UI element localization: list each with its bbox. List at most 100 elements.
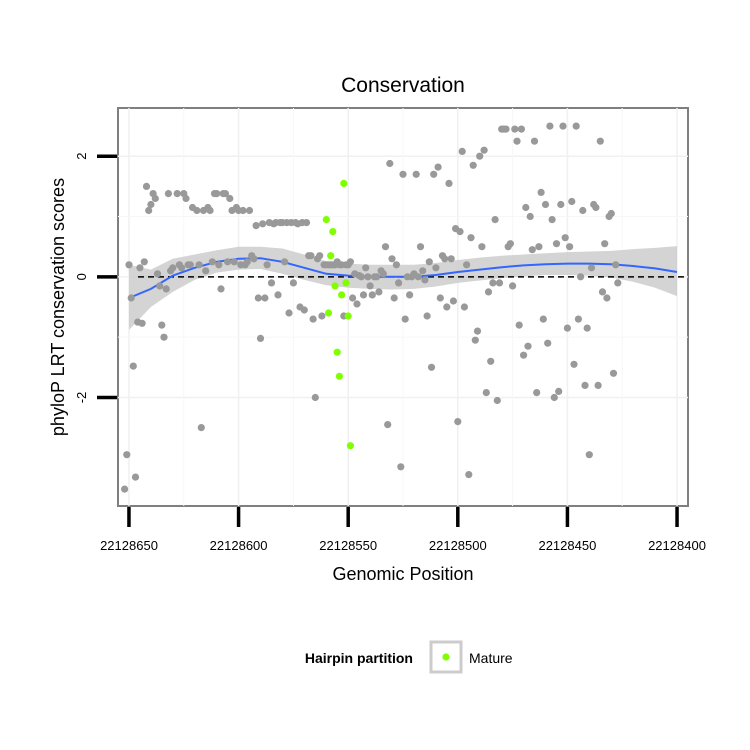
y-axis-label: phyloP LRT conservation scores <box>48 178 68 436</box>
point-other-223 <box>614 279 622 287</box>
point-mature-4 <box>331 282 339 290</box>
point-other-196 <box>555 387 563 395</box>
grid-lines <box>118 108 688 506</box>
point-other-73 <box>285 309 293 317</box>
point-other-147 <box>447 255 455 263</box>
point-other-213 <box>592 203 600 212</box>
point-other-101 <box>346 258 354 266</box>
x-tick-label-1: 22128600 <box>210 538 268 553</box>
point-other-45 <box>224 258 232 266</box>
point-other-57 <box>250 255 258 263</box>
point-other-135 <box>421 276 429 284</box>
point-other-142 <box>436 294 444 302</box>
point-other-110 <box>366 282 374 290</box>
point-other-138 <box>427 363 436 371</box>
point-other-102 <box>349 294 357 302</box>
point-other-144 <box>441 255 449 263</box>
point-other-85 <box>311 393 319 402</box>
point-other-157 <box>469 161 477 169</box>
point-other-185 <box>530 137 539 145</box>
point-other-123 <box>395 279 403 287</box>
point-other-164 <box>484 288 493 296</box>
point-other-31 <box>193 206 201 215</box>
point-other-41 <box>215 261 223 269</box>
point-other-201 <box>566 243 574 251</box>
point-other-106 <box>357 273 365 281</box>
point-other-133 <box>416 243 425 251</box>
x-tick-label-4: 22128450 <box>538 538 596 553</box>
smooth-line-layer <box>128 257 678 299</box>
point-other-118 <box>384 421 392 429</box>
point-other-68 <box>274 291 282 299</box>
point-other-211 <box>587 264 596 272</box>
point-other-176 <box>511 125 519 133</box>
point-other-151 <box>456 228 464 236</box>
point-other-222 <box>612 261 620 269</box>
point-other-84 <box>309 315 317 323</box>
point-other-35 <box>202 267 210 275</box>
point-mature-0 <box>322 216 330 224</box>
point-other-10 <box>142 182 151 190</box>
point-other-11 <box>145 206 153 215</box>
point-mature-6 <box>335 372 343 380</box>
point-other-114 <box>375 288 383 296</box>
point-other-17 <box>158 321 166 329</box>
point-other-108 <box>362 264 370 272</box>
point-other-81 <box>302 219 311 227</box>
point-other-154 <box>463 261 471 269</box>
point-other-122 <box>392 261 400 269</box>
point-other-145 <box>443 303 451 311</box>
point-mature-2 <box>327 252 335 260</box>
point-other-27 <box>182 194 190 203</box>
point-other-42 <box>217 285 225 293</box>
point-other-109 <box>364 273 372 281</box>
point-other-55 <box>245 206 254 215</box>
point-other-7 <box>136 264 144 272</box>
point-other-16 <box>156 282 164 290</box>
point-other-163 <box>482 389 490 397</box>
point-other-117 <box>381 243 390 251</box>
point-other-208 <box>581 381 589 389</box>
point-other-44 <box>221 190 229 198</box>
legend-key-mature <box>442 653 450 661</box>
point-other-141 <box>434 163 442 171</box>
point-other-197 <box>557 200 565 209</box>
point-other-124 <box>397 463 405 471</box>
point-other-119 <box>386 159 394 168</box>
point-other-59 <box>254 294 262 302</box>
point-other-54 <box>243 258 251 266</box>
point-other-180 <box>520 351 528 359</box>
point-other-58 <box>252 222 260 230</box>
point-mature-10 <box>344 312 352 320</box>
point-other-183 <box>526 212 534 221</box>
point-mature-5 <box>333 348 341 356</box>
point-other-22 <box>169 264 177 272</box>
point-other-38 <box>208 258 216 266</box>
point-other-193 <box>548 216 556 224</box>
point-other-150 <box>454 418 462 426</box>
point-other-111 <box>368 291 376 299</box>
y-tick-label-2: 2 <box>74 153 89 160</box>
point-other-29 <box>186 261 194 269</box>
point-other-195 <box>552 240 561 248</box>
point-other-60 <box>256 334 265 342</box>
point-other-169 <box>495 279 504 287</box>
point-other-199 <box>561 234 569 242</box>
point-other-177 <box>513 137 521 145</box>
point-other-125 <box>399 170 407 178</box>
x-tick-label-5: 22128400 <box>648 538 706 553</box>
point-other-167 <box>491 216 499 224</box>
point-other-159 <box>473 327 482 335</box>
point-other-156 <box>467 234 475 242</box>
point-other-5 <box>131 473 140 481</box>
point-other-186 <box>533 389 541 397</box>
point-mature-1 <box>324 309 333 317</box>
x-axis-label: Genomic Position <box>332 564 473 584</box>
point-other-191 <box>544 339 552 347</box>
point-other-207 <box>579 206 587 215</box>
point-other-162 <box>480 146 488 154</box>
point-mature-7 <box>338 291 346 299</box>
point-other-188 <box>537 188 545 196</box>
point-other-37 <box>206 206 214 215</box>
